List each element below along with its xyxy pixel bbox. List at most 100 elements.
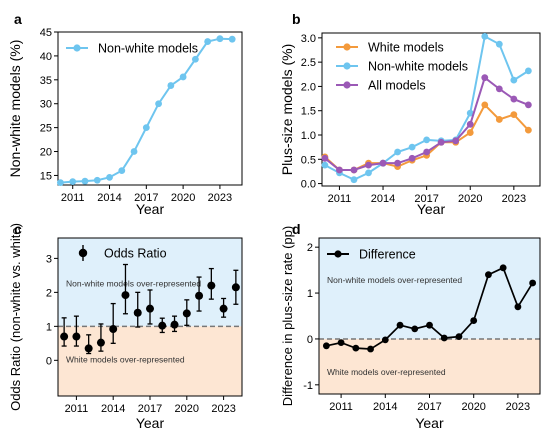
- data-point: [352, 344, 360, 352]
- data-point: [365, 169, 372, 177]
- region-upper-label: Non-white models over-represented: [66, 278, 201, 288]
- x-tick-label: 2011: [65, 403, 89, 415]
- x-tick-label: 2020: [458, 193, 482, 205]
- y-tick-label: 3: [46, 253, 52, 265]
- data-point: [121, 291, 130, 300]
- data-point: [495, 40, 503, 48]
- data-point: [57, 179, 64, 187]
- legend-marker: [343, 62, 351, 70]
- x-tick-label: 2023: [506, 401, 530, 413]
- data-point: [381, 336, 389, 344]
- data-point: [365, 161, 372, 169]
- data-point: [524, 101, 532, 109]
- data-point: [155, 100, 162, 108]
- x-tick-label: 2011: [329, 401, 353, 413]
- legend-label: All models: [368, 79, 426, 93]
- y-tick-label: 1: [46, 321, 52, 333]
- series-all-models: [321, 74, 532, 174]
- legend-label: Non-white models: [98, 42, 198, 56]
- legend-marker: [334, 250, 342, 258]
- data-point: [130, 148, 138, 155]
- data-point: [191, 55, 199, 63]
- data-point: [411, 325, 419, 333]
- x-tick-label: 2014: [371, 193, 395, 205]
- data-point: [452, 137, 460, 145]
- y-tick-label: 25: [40, 123, 52, 135]
- data-point: [228, 35, 236, 43]
- y-tick-label: 0: [46, 355, 52, 367]
- data-point: [69, 178, 77, 186]
- panel-letter: c: [14, 221, 22, 237]
- legend: White models Non-white models All models: [336, 41, 468, 93]
- data-point: [495, 85, 503, 93]
- data-point: [455, 333, 463, 341]
- data-point: [204, 38, 212, 45]
- y-tick-label: 1.0: [301, 130, 316, 142]
- data-point: [84, 344, 93, 353]
- y-tick-label: 20: [40, 147, 52, 159]
- x-tick-label: 2020: [171, 192, 195, 204]
- region-lower-label: White models over-represented: [327, 367, 446, 377]
- x-tick-label: 2020: [461, 401, 485, 413]
- data-point: [216, 35, 224, 43]
- data-point: [529, 279, 537, 287]
- series-non-white-models: [57, 35, 236, 187]
- data-point: [499, 264, 507, 272]
- x-tick-label: 2014: [97, 192, 121, 204]
- panel-a: 2011 2014 2017 2020 2023 15 20 25 30 35 40 45 Year No…: [7, 11, 243, 217]
- data-point: [423, 136, 431, 144]
- x-tick-label: 2017: [417, 401, 441, 413]
- region-upper-label: Non-white models over-represented: [327, 275, 462, 285]
- data-point: [133, 308, 142, 317]
- y-axis-label: Difference in plus-size rate (pp): [280, 226, 295, 406]
- x-tick-label: 2017: [134, 192, 158, 204]
- data-point: [394, 148, 401, 156]
- y-tick-label: 15: [40, 170, 52, 182]
- data-point: [146, 304, 154, 313]
- y-tick-label: -1: [303, 380, 313, 392]
- data-point: [510, 95, 518, 103]
- x-tick-label: 2023: [502, 193, 526, 205]
- data-point: [510, 76, 518, 84]
- data-point: [379, 159, 387, 167]
- series-difference: [322, 264, 537, 353]
- data-point: [440, 334, 448, 342]
- data-point: [337, 339, 345, 347]
- data-point: [321, 154, 329, 162]
- x-axis-label: Year: [415, 415, 444, 431]
- region-lower-label: White models over-represented: [66, 354, 185, 364]
- data-point: [350, 176, 358, 184]
- x-tick-label: 2011: [328, 193, 352, 205]
- data-point: [466, 109, 474, 117]
- legend-marker: [343, 81, 351, 89]
- data-point: [167, 82, 175, 89]
- data-point: [231, 283, 240, 292]
- data-point: [394, 159, 401, 167]
- panel-c: Non-white models over-represented White m…: [8, 221, 243, 431]
- panel-d: Non-white models over-represented White m…: [280, 221, 541, 431]
- y-axis-label: Odds Ratio (non-white vs. white): [8, 223, 23, 411]
- data-point: [118, 167, 126, 175]
- y-tick-label: 0: [307, 334, 313, 346]
- legend-label: Odds Ratio: [104, 247, 167, 261]
- legend-label: Difference: [359, 248, 416, 262]
- y-tick-label: 35: [40, 75, 52, 87]
- data-point: [481, 101, 489, 109]
- legend-marker: [343, 43, 351, 51]
- data-point: [524, 67, 532, 75]
- x-tick-label: 2020: [175, 403, 199, 415]
- data-point: [142, 124, 150, 132]
- plot-frame: [57, 31, 243, 186]
- data-point: [182, 309, 191, 318]
- data-point: [336, 166, 343, 174]
- y-tick-label: 2.0: [301, 81, 316, 93]
- data-point: [195, 291, 204, 300]
- data-point: [170, 320, 179, 329]
- data-point: [514, 303, 522, 311]
- legend: Odds Ratio: [78, 245, 167, 261]
- x-tick-label: 2023: [211, 403, 235, 415]
- x-tick-label: 2017: [414, 193, 438, 205]
- data-point: [495, 116, 503, 123]
- data-point: [109, 325, 118, 334]
